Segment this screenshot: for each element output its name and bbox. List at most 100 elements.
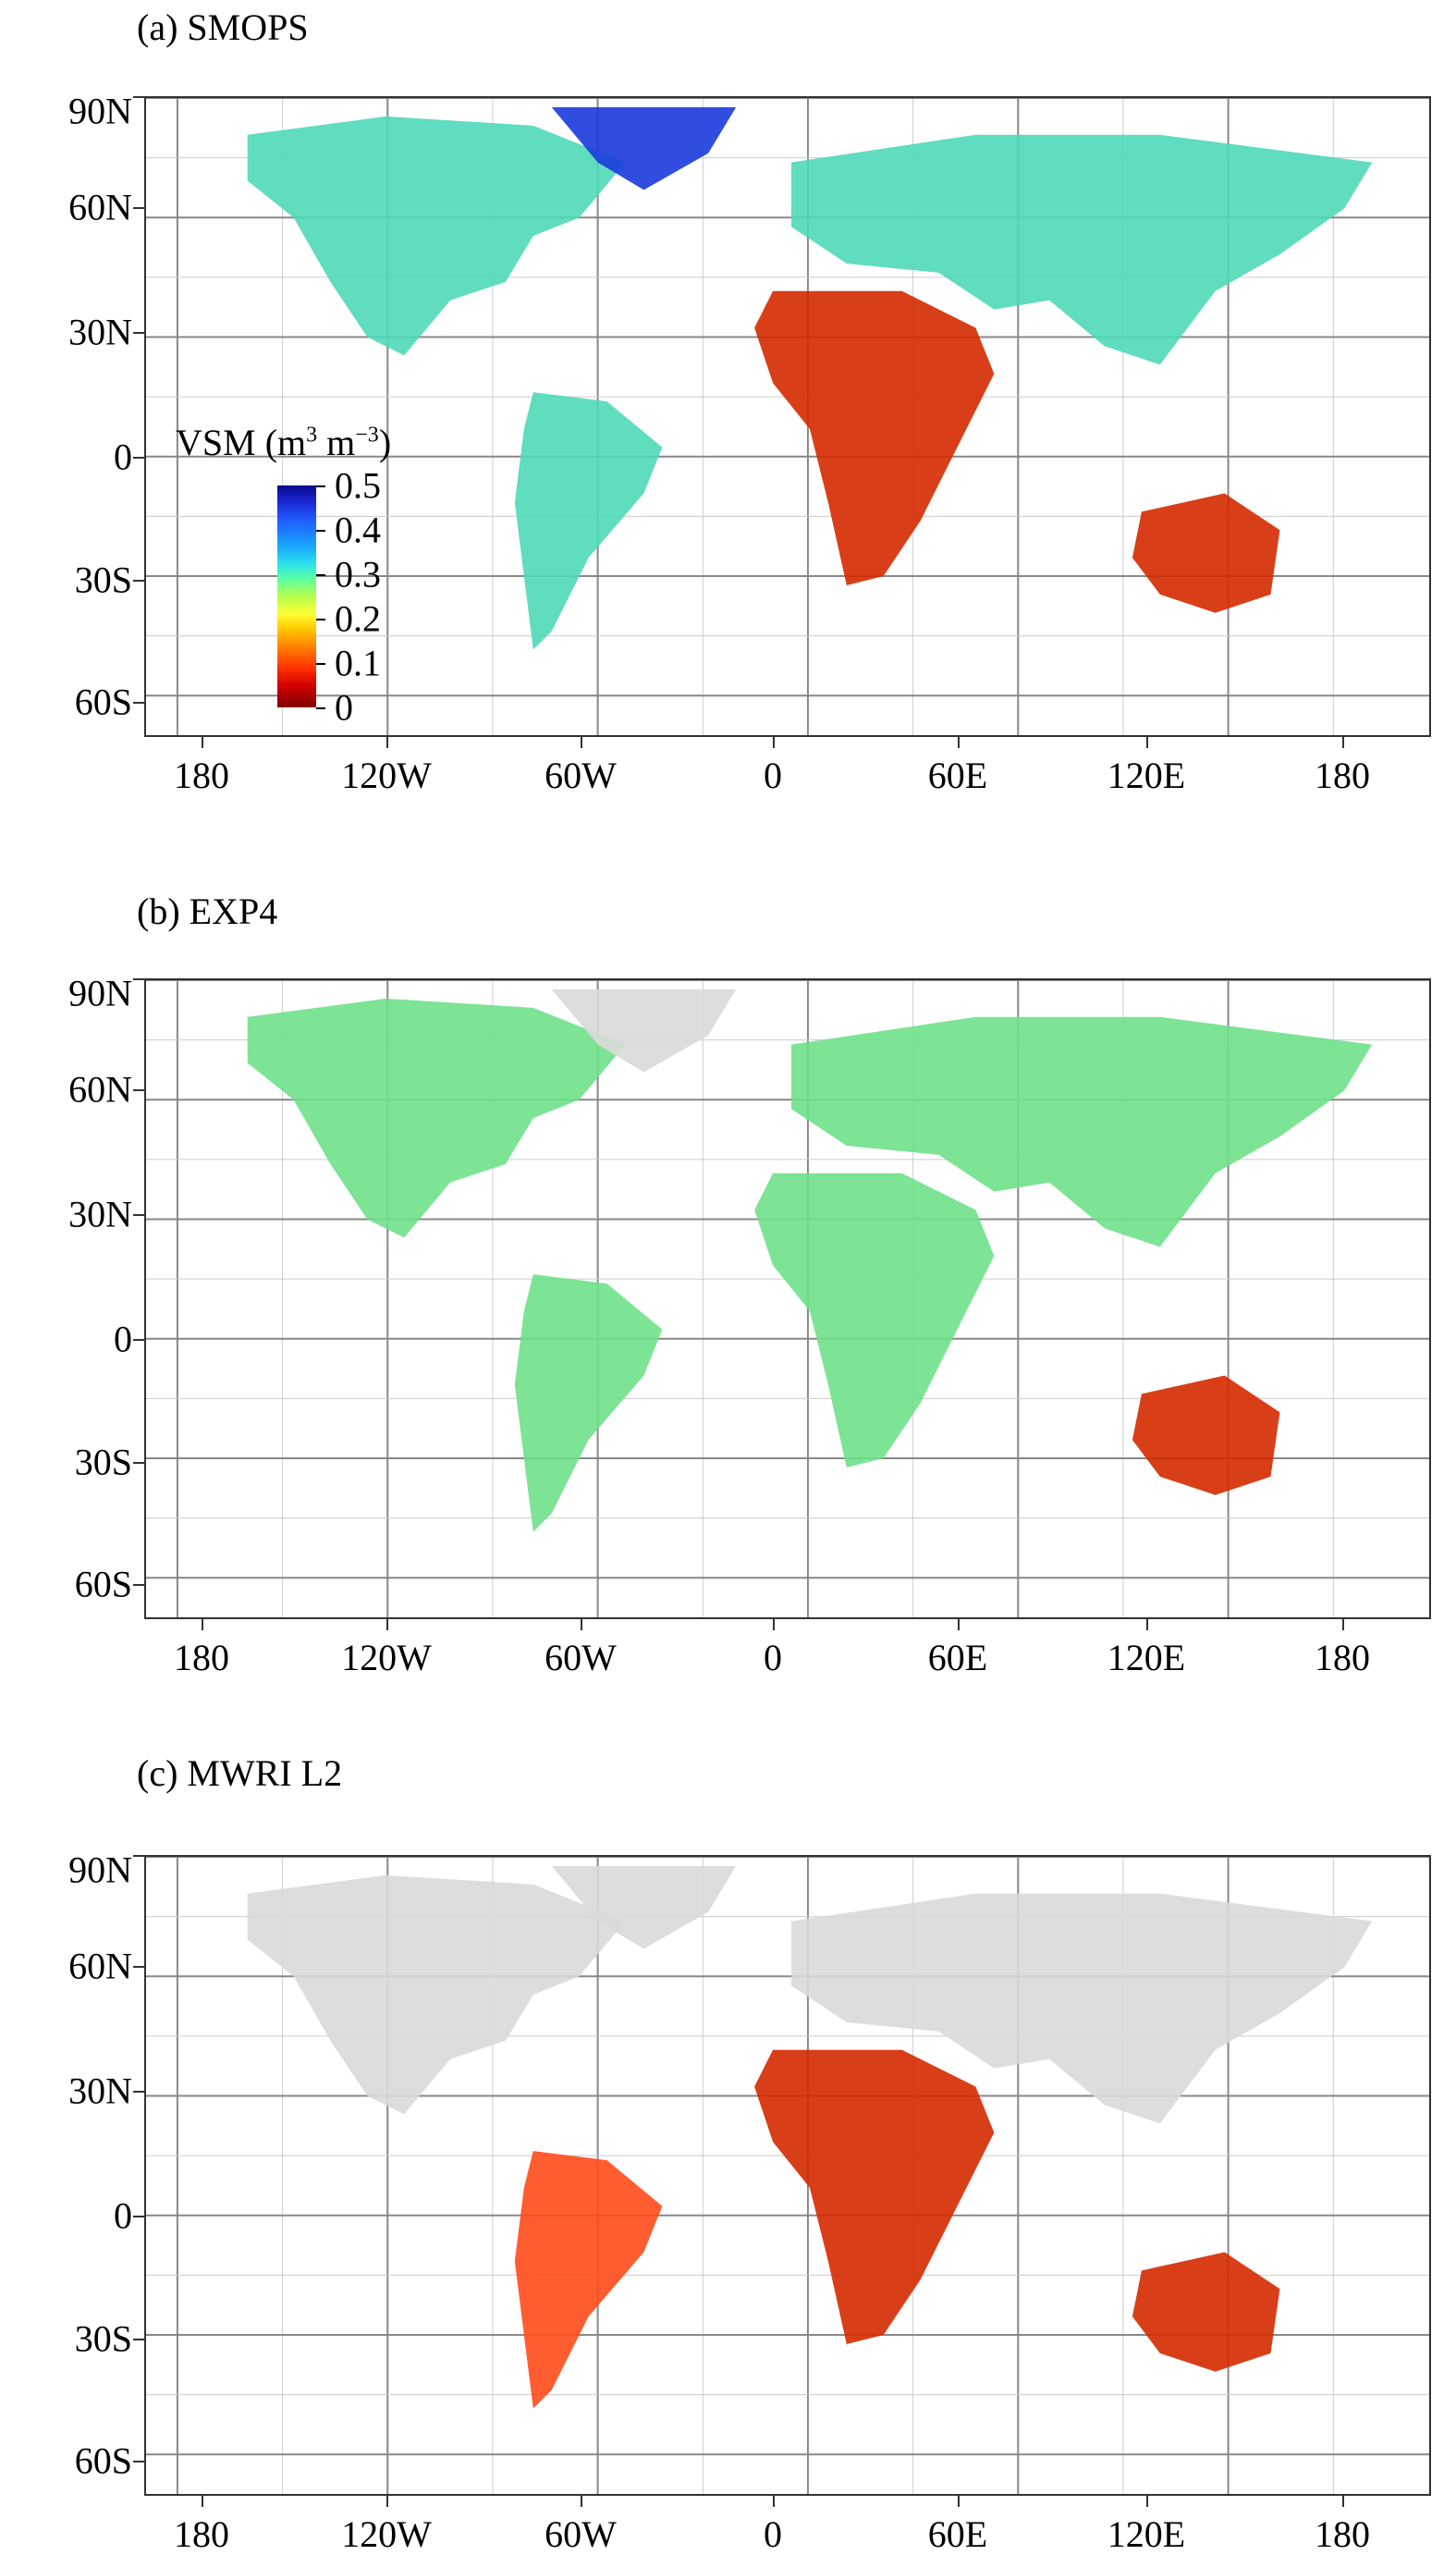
map-graphic: [146, 980, 1429, 1617]
lon-tick-label: 0: [764, 2513, 782, 2555]
greenland-landmass: [551, 1865, 737, 1949]
colorbar-tick: [316, 485, 325, 487]
map-graphic: [146, 1857, 1429, 2494]
australia-landmass: [1132, 2252, 1280, 2372]
map-frame: [144, 1855, 1431, 2496]
lat-tick: [133, 457, 144, 460]
lon-tick-label: 180: [174, 2513, 229, 2555]
lat-tick: [133, 2216, 144, 2218]
lat-tick: [133, 1583, 144, 1586]
lon-tick: [773, 737, 775, 748]
lon-tick: [1342, 737, 1344, 748]
legend-title-exponent: 3: [306, 423, 318, 448]
europe-asia-landmass: [790, 1893, 1373, 2124]
lon-tick: [581, 1619, 582, 1630]
lat-tick-label: 0: [114, 436, 132, 478]
lat-tick-label: 0: [114, 1318, 132, 1360]
lon-tick-label: 180: [174, 1637, 229, 1678]
lon-tick: [202, 2496, 203, 2507]
panel-title: (c) MWRI L2: [137, 1752, 343, 1794]
lat-tick: [133, 1339, 144, 1342]
lon-tick-label: 180: [174, 755, 229, 796]
lat-tick-label: 60N: [68, 1068, 132, 1111]
lon-tick: [386, 1619, 388, 1630]
lon-tick-label: 180: [1315, 755, 1370, 796]
colorbar-tick: [316, 619, 325, 620]
europe-asia-landmass: [790, 134, 1373, 365]
north-america-landmass: [247, 1874, 626, 2115]
legend-title: VSM (m3 m−3): [176, 421, 391, 464]
lat-tick-label: 60N: [68, 186, 132, 228]
lon-tick-label: 120W: [341, 1637, 432, 1678]
greenland-landmass: [551, 989, 737, 1073]
colorbar-tick-label: 0.1: [335, 642, 381, 684]
lat-tick: [133, 332, 144, 335]
africa-landmass: [754, 2049, 995, 2344]
lon-tick: [958, 737, 960, 748]
lat-tick-label: 60S: [74, 681, 132, 723]
colorbar-tick-label: 0.2: [335, 597, 381, 640]
lon-tick: [581, 2496, 582, 2507]
legend-title-unit: m: [317, 422, 356, 463]
south-america-landmass: [514, 392, 663, 650]
north-america-landmass: [247, 116, 626, 356]
map-frame: [144, 978, 1431, 1619]
lon-tick: [1342, 2496, 1344, 2507]
colorbar: [277, 485, 316, 707]
colorbar-tick: [316, 707, 325, 709]
map-graphic: [146, 98, 1429, 735]
lon-tick-label: 60W: [544, 755, 617, 796]
south-america-landmass: [514, 1274, 663, 1532]
europe-asia-landmass: [790, 1016, 1373, 1247]
lon-tick-label: 60E: [927, 2513, 988, 2555]
lat-tick-label: 60N: [68, 1945, 132, 1987]
lat-tick: [133, 1462, 144, 1465]
lat-tick-label: 60S: [74, 1563, 132, 1605]
lon-tick-label: 60E: [927, 1637, 988, 1678]
colorbar-tick: [316, 530, 325, 532]
lon-tick: [1342, 1619, 1344, 1630]
australia-landmass: [1132, 493, 1280, 613]
lat-tick-label: 60S: [74, 2439, 132, 2482]
panel-title: (a) SMOPS: [137, 6, 309, 48]
lon-tick-label: 0: [764, 1637, 782, 1678]
lon-tick-label: 120W: [341, 755, 432, 796]
north-america-landmass: [247, 998, 626, 1238]
lat-tick-label: 30S: [74, 1441, 132, 1483]
greenland-landmass: [551, 106, 737, 190]
lat-tick: [133, 1214, 144, 1217]
lon-tick: [386, 2496, 388, 2507]
lon-tick-label: 120E: [1107, 755, 1186, 796]
colorbar-tick-label: 0.3: [335, 553, 381, 596]
panel-title: (b) EXP4: [137, 890, 278, 932]
lat-tick-label: 30S: [74, 559, 132, 601]
lon-tick: [1146, 2496, 1148, 2507]
lat-tick: [133, 2460, 144, 2463]
lon-tick-label: 180: [1315, 1637, 1370, 1678]
lat-tick-label: 90N: [68, 90, 132, 132]
lat-tick-label: 30N: [68, 311, 132, 353]
lon-tick: [1146, 737, 1148, 748]
lon-tick-label: 0: [764, 755, 782, 796]
legend-title-suffix: ): [378, 422, 392, 463]
colorbar-tick-label: 0.4: [335, 509, 381, 551]
lon-tick-label: 120W: [341, 2513, 432, 2555]
lon-tick: [202, 1619, 203, 1630]
lon-tick: [773, 2496, 775, 2507]
lat-tick-label: 30S: [74, 2317, 132, 2360]
lon-tick: [958, 1619, 960, 1630]
lon-tick: [958, 2496, 960, 2507]
lon-tick-label: 180: [1315, 2513, 1370, 2555]
colorbar-tick: [316, 574, 325, 576]
lat-tick-label: 30N: [68, 2070, 132, 2112]
lat-tick-label: 30N: [68, 1193, 132, 1235]
map-frame: [144, 96, 1431, 737]
lat-tick: [133, 978, 144, 980]
lat-tick: [133, 2339, 144, 2341]
lat-tick-label: 90N: [68, 1848, 132, 1891]
colorbar-tick: [316, 663, 325, 665]
africa-landmass: [754, 290, 995, 585]
australia-landmass: [1132, 1375, 1280, 1495]
lon-tick: [773, 1619, 775, 1630]
lat-tick: [133, 1088, 144, 1091]
